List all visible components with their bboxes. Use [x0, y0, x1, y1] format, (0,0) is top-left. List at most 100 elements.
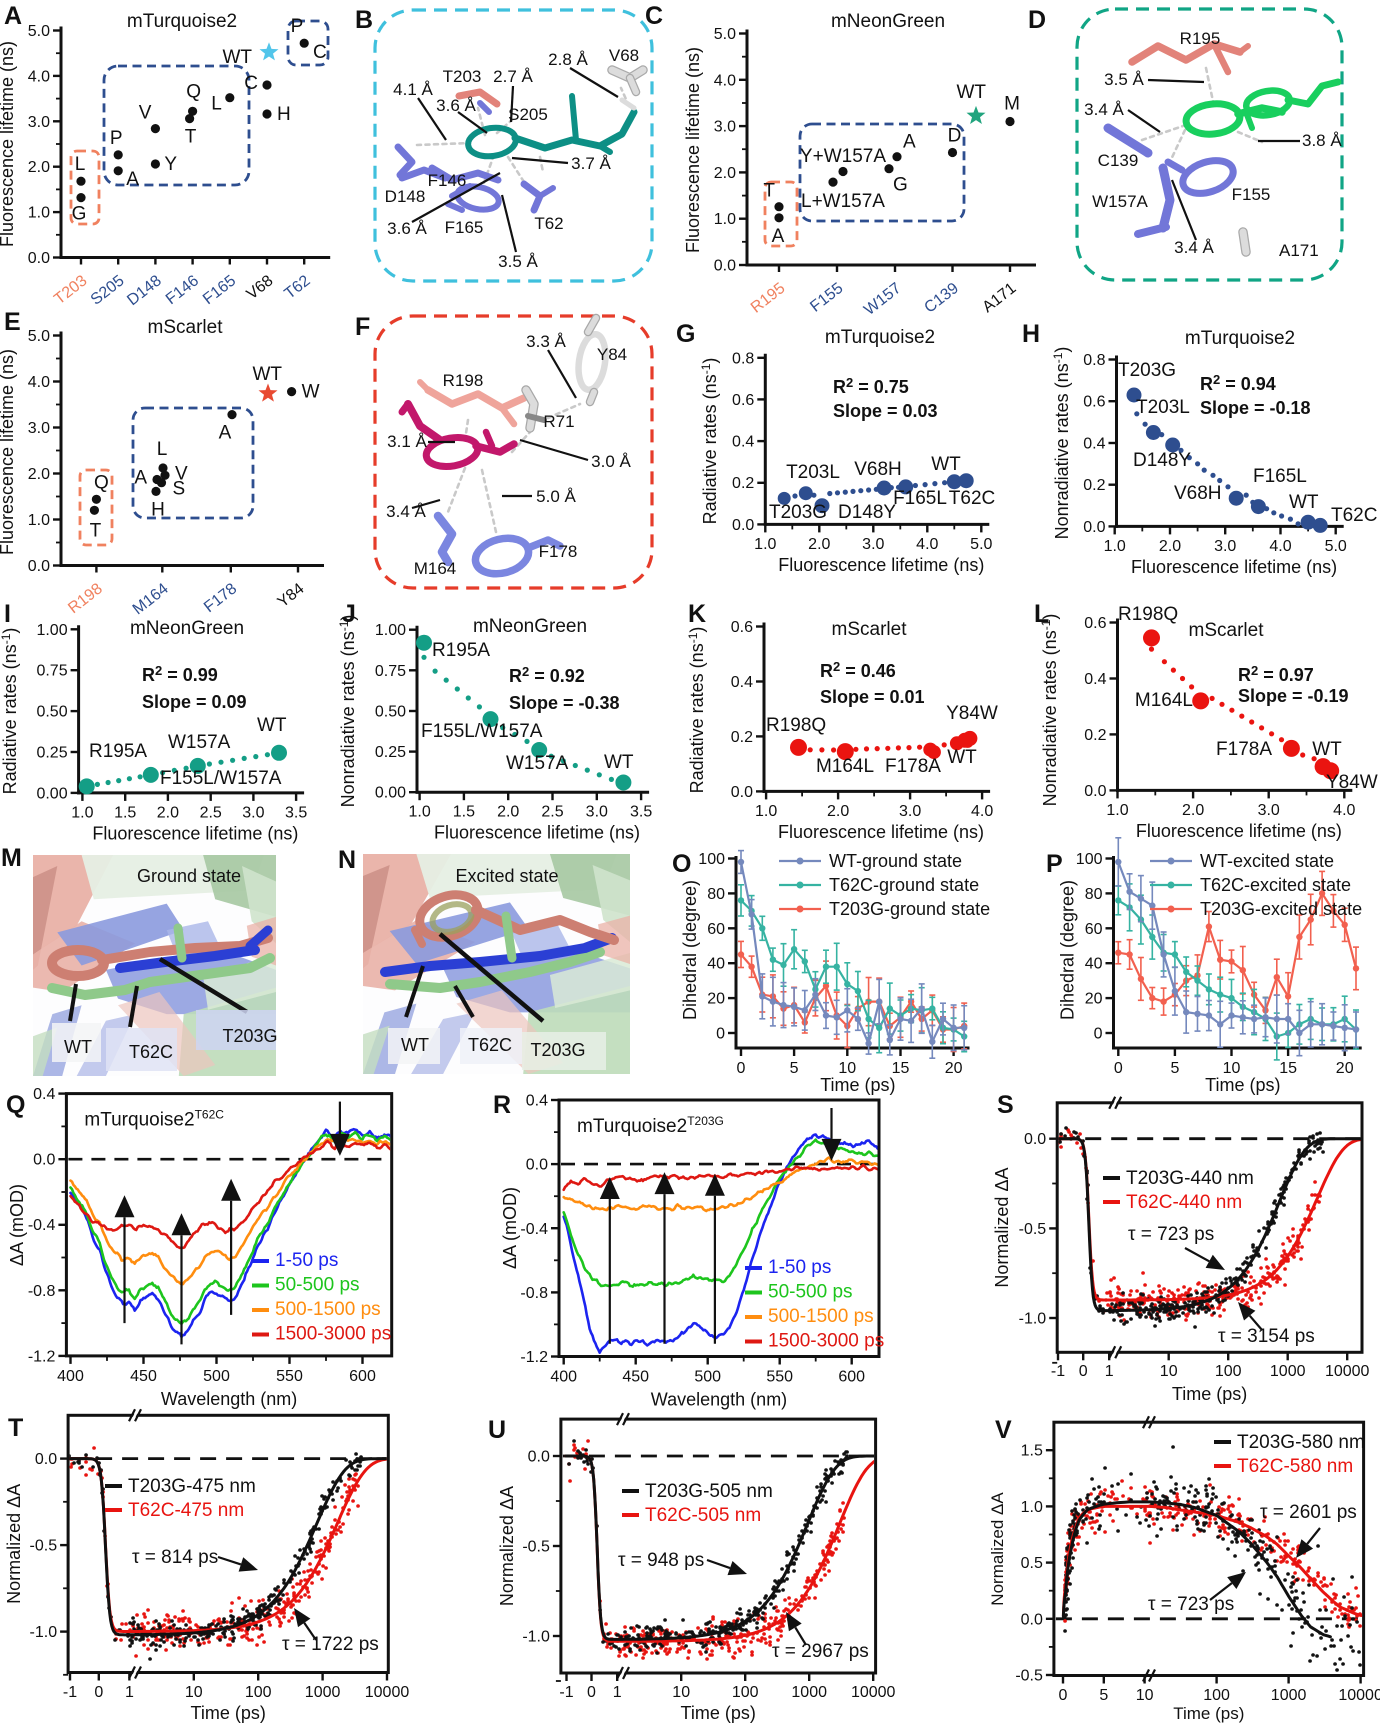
svg-text:4.0: 4.0 [28, 68, 50, 85]
svg-text:80: 80 [707, 886, 725, 903]
svg-text:mTurquoise2T203G: mTurquoise2T203G [577, 1114, 724, 1137]
svg-text:1.0: 1.0 [71, 804, 93, 821]
svg-text:0.75: 0.75 [36, 663, 67, 680]
svg-text:S: S [997, 1091, 1014, 1119]
svg-text:Slope = -0.19: Slope = -0.19 [1238, 686, 1349, 706]
svg-text:-0.5: -0.5 [30, 1538, 58, 1555]
svg-text:T62: T62 [534, 214, 563, 233]
svg-text:A: A [134, 468, 147, 489]
svg-text:0.0: 0.0 [1084, 783, 1106, 800]
svg-text:Time (ps): Time (ps) [820, 1075, 895, 1095]
svg-text:Slope = -0.18: Slope = -0.18 [1200, 398, 1311, 418]
svg-text:I: I [4, 600, 11, 628]
svg-text:1.5: 1.5 [453, 804, 475, 821]
svg-text:1500-3000 ps: 1500-3000 ps [768, 1331, 884, 1352]
svg-text:W: W [302, 382, 320, 403]
svg-text:F178: F178 [539, 542, 578, 561]
svg-text:3.0: 3.0 [1258, 802, 1280, 819]
svg-text:Ground state: Ground state [137, 866, 241, 886]
svg-text:0.4: 0.4 [33, 1086, 55, 1103]
svg-text:R2 = 0.97: R2 = 0.97 [1238, 663, 1314, 685]
svg-text:3.6 Å: 3.6 Å [436, 96, 476, 115]
svg-text:Nonradiative rates (ns-1): Nonradiative rates (ns-1) [1051, 347, 1072, 540]
svg-text:mNeonGreen: mNeonGreen [130, 618, 244, 639]
svg-text:1000: 1000 [791, 1684, 827, 1701]
svg-text:T62C-ground state: T62C-ground state [829, 875, 979, 895]
svg-text:A: A [219, 423, 232, 444]
svg-text:4.0: 4.0 [971, 803, 993, 820]
svg-text:3.4 Å: 3.4 Å [1084, 100, 1124, 119]
svg-text:0.2: 0.2 [732, 475, 754, 492]
svg-text:τ = 723 ps: τ = 723 ps [1148, 1594, 1234, 1615]
svg-text:O: O [672, 850, 691, 878]
svg-text:Y84W: Y84W [1326, 772, 1378, 793]
svg-text:5.0: 5.0 [28, 328, 50, 345]
svg-text:0.5: 0.5 [1021, 1555, 1043, 1572]
svg-text:F165L: F165L [1253, 466, 1307, 487]
svg-text:Time (ps): Time (ps) [1205, 1075, 1280, 1095]
svg-text:F155L/W157A: F155L/W157A [160, 768, 282, 789]
svg-text:Wavelength (nm): Wavelength (nm) [161, 1389, 297, 1409]
svg-text:0.4: 0.4 [731, 674, 753, 691]
svg-text:2.8 Å: 2.8 Å [548, 50, 588, 69]
svg-text:1.0: 1.0 [28, 512, 50, 529]
svg-text:0.0: 0.0 [35, 1451, 57, 1468]
svg-text:50-500 ps: 50-500 ps [275, 1275, 360, 1296]
svg-text:T203G-475 nm: T203G-475 nm [128, 1476, 256, 1497]
svg-text:D148Y: D148Y [838, 502, 896, 523]
svg-text:mScarlet: mScarlet [148, 317, 224, 338]
svg-text:0.2: 0.2 [1083, 477, 1105, 494]
svg-text:100: 100 [1203, 1687, 1230, 1704]
svg-text:R195A: R195A [89, 741, 147, 762]
svg-text:3.6 Å: 3.6 Å [387, 219, 427, 238]
svg-text:R195A: R195A [432, 640, 490, 661]
svg-text:10: 10 [185, 1684, 203, 1701]
svg-text:Y84W: Y84W [946, 703, 998, 724]
svg-text:S205: S205 [508, 105, 548, 124]
svg-text:WT: WT [401, 1035, 429, 1055]
svg-text:3.5: 3.5 [630, 804, 652, 821]
svg-text:1.0: 1.0 [1104, 538, 1126, 555]
svg-text:10: 10 [1223, 1060, 1241, 1077]
svg-text:0.0: 0.0 [1083, 519, 1105, 536]
svg-text:H: H [277, 104, 291, 125]
svg-text:τ = 814 ps: τ = 814 ps [132, 1547, 218, 1568]
svg-text:V68: V68 [609, 46, 639, 65]
svg-text:0.4: 0.4 [526, 1093, 548, 1110]
svg-text:4.0: 4.0 [714, 72, 736, 89]
svg-text:-0.8: -0.8 [520, 1285, 548, 1302]
svg-text:T203: T203 [443, 67, 482, 86]
svg-text:5: 5 [1099, 1687, 1108, 1704]
svg-text:WT: WT [257, 715, 287, 736]
svg-text:T203G: T203G [222, 1026, 277, 1046]
svg-text:0.0: 0.0 [732, 517, 754, 534]
svg-text:0.0: 0.0 [1021, 1611, 1043, 1628]
svg-text:A: A [126, 169, 139, 190]
svg-text:WT: WT [604, 752, 634, 773]
svg-text:1: 1 [125, 1684, 134, 1701]
svg-text:L: L [75, 154, 86, 175]
svg-text:0.4: 0.4 [732, 434, 754, 451]
svg-text:WT: WT [252, 364, 282, 385]
svg-text:1500-3000 ps: 1500-3000 ps [275, 1324, 391, 1345]
svg-text:3.0: 3.0 [242, 804, 264, 821]
svg-text:V: V [995, 1416, 1012, 1444]
svg-text:R2 = 0.75: R2 = 0.75 [833, 375, 909, 397]
svg-text:50-500 ps: 50-500 ps [768, 1282, 853, 1303]
svg-text:WT: WT [956, 82, 986, 103]
svg-text:3.5 Å: 3.5 Å [1104, 70, 1144, 89]
svg-text:1.0: 1.0 [755, 803, 777, 820]
svg-text:1.5: 1.5 [1021, 1443, 1043, 1460]
svg-text:0.6: 0.6 [732, 392, 754, 409]
svg-text:500-1500 ps: 500-1500 ps [768, 1306, 874, 1327]
svg-text:15: 15 [1279, 1060, 1297, 1077]
svg-text:W157A: W157A [506, 753, 569, 774]
svg-text:3.0: 3.0 [899, 803, 921, 820]
svg-text:0.6: 0.6 [1083, 394, 1105, 411]
svg-text:Dihedral (degree): Dihedral (degree) [680, 880, 700, 1020]
svg-text:L: L [157, 439, 168, 460]
svg-text:0.4: 0.4 [1083, 436, 1105, 453]
svg-text:Radiative rates (ns-1): Radiative rates (ns-1) [699, 358, 720, 525]
svg-text:Slope = 0.03: Slope = 0.03 [833, 401, 938, 421]
svg-text:L: L [1034, 600, 1049, 628]
